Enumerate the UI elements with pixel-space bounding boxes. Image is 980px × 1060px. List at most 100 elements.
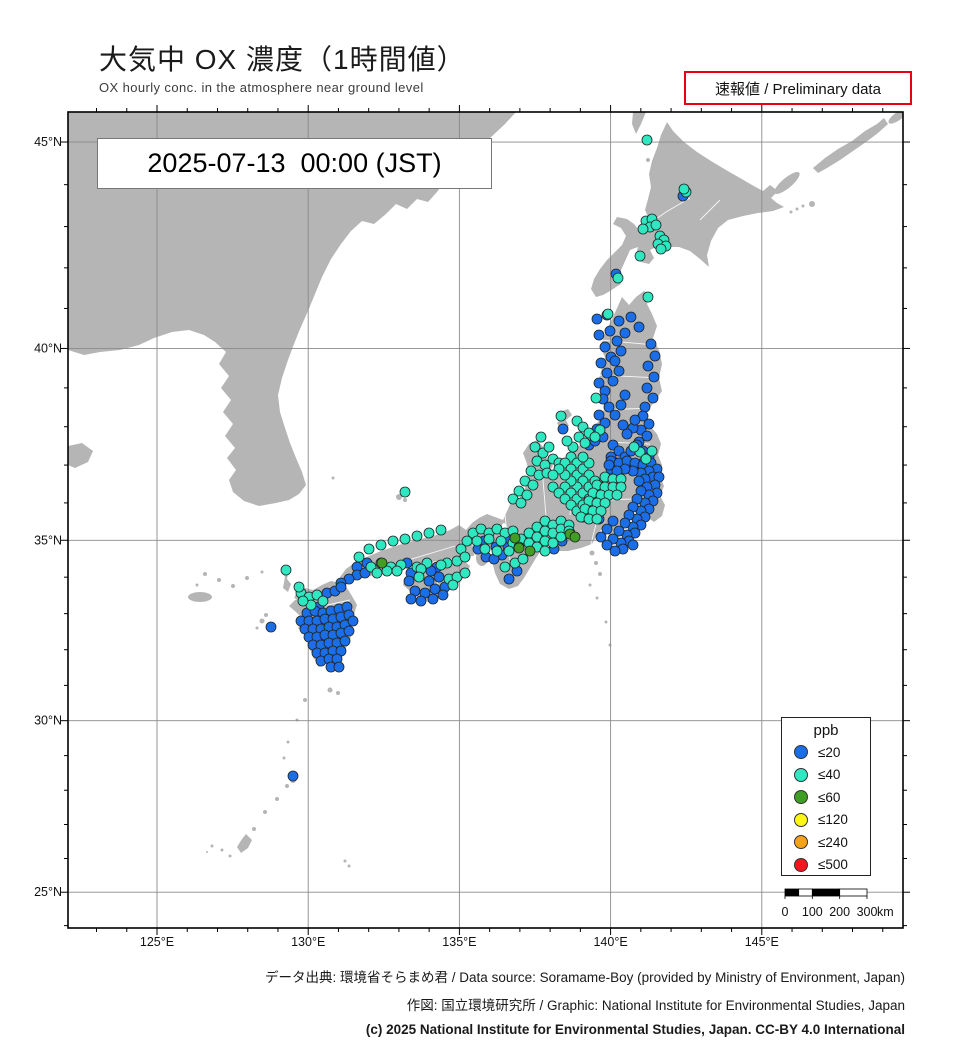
station-dot-le20: [265, 621, 277, 633]
station-dot-le20: [619, 517, 631, 529]
legend-item-label: ≤120: [818, 812, 848, 828]
station-dot-le40: [423, 527, 435, 539]
station-dot-le20: [601, 367, 613, 379]
station-dot-le40: [471, 535, 483, 547]
station-dot-le20: [603, 459, 615, 471]
station-dot-le40: [353, 551, 365, 563]
station-dot-le40: [602, 308, 614, 320]
legend-item-label: ≤500: [818, 857, 848, 873]
basemap-asia-mainland: [68, 112, 516, 506]
station-dot-le20: [593, 329, 605, 341]
station-dot-le40: [503, 545, 515, 557]
station-dot-le40: [371, 567, 383, 579]
station-dot-le20: [403, 575, 415, 587]
timestamp-box: 2025-07-13 00:00 (JST): [97, 138, 492, 189]
station-dot-le20: [415, 595, 427, 607]
station-dot-le60: [376, 557, 388, 569]
page-title: 大気中 OX 濃度（1時間値）: [99, 44, 466, 75]
legend-row: ≤60: [782, 786, 870, 809]
station-dots: [265, 134, 692, 782]
station-dot-le20: [607, 375, 619, 387]
station-dot-le20: [617, 419, 629, 431]
station-dot-le20: [629, 414, 641, 426]
station-dot-le40: [543, 441, 555, 453]
station-dot-le20: [647, 392, 659, 404]
station-dot-le40: [637, 223, 649, 235]
station-dot-le40: [459, 567, 471, 579]
legend-swatch-icon: [794, 835, 808, 850]
legend-item-label: ≤40: [818, 767, 841, 783]
station-dot-le40: [589, 431, 601, 443]
legend-swatch-icon: [794, 812, 808, 827]
station-dot-le20: [613, 525, 625, 537]
lon-label: 125°E: [140, 935, 174, 949]
basemap-jeju: [188, 592, 212, 602]
station-dot-le40: [634, 250, 646, 262]
station-dot-le40: [612, 272, 624, 284]
station-dot-le20: [615, 345, 627, 357]
basemap-sakhalin-tip: [632, 112, 646, 134]
station-dot-le20: [641, 430, 653, 442]
lat-label: 40°N: [34, 341, 62, 355]
station-dot-le40: [317, 595, 329, 607]
station-dot-le40: [387, 535, 399, 547]
station-dot-le20: [615, 399, 627, 411]
station-dot-le40: [611, 489, 623, 501]
station-dot-le20: [437, 589, 449, 601]
station-dot-le20: [343, 625, 355, 637]
station-dot-le40: [517, 553, 529, 565]
station-dot-le20: [613, 315, 625, 327]
scale-bar-label: 0: [782, 905, 789, 919]
scale-bar-segment: [839, 888, 868, 897]
station-dot-le20: [287, 770, 299, 782]
station-dot-le20: [593, 377, 605, 389]
station-dot-le40: [399, 533, 411, 545]
station-dot-le40: [628, 441, 640, 453]
station-dot-le20: [609, 355, 621, 367]
station-dot-le40: [678, 183, 690, 195]
station-dot-le40: [411, 530, 423, 542]
station-dot-le40: [590, 392, 602, 404]
station-dot-le20: [642, 360, 654, 372]
legend-row: ≤120: [782, 809, 870, 832]
station-dot-le20: [648, 371, 660, 383]
station-dot-le20: [633, 321, 645, 333]
station-dot-le20: [633, 475, 645, 487]
scale-bar-label: 200: [829, 905, 850, 919]
station-dot-le40: [642, 291, 654, 303]
station-dot-le20: [599, 341, 611, 353]
basemap-shandong: [68, 443, 93, 468]
station-dot-le40: [483, 533, 495, 545]
station-dot-le20: [427, 593, 439, 605]
station-dot-le20: [595, 531, 607, 543]
station-dot-le20: [609, 545, 621, 557]
axis-labels: 45°N 40°N 35°N 30°N 25°N 125°E 130°E 135°E 140°E…: [34, 135, 779, 949]
station-dot-le40: [561, 435, 573, 447]
station-dot-le20: [603, 401, 615, 413]
station-dot-le40: [641, 134, 653, 146]
station-dot-le20: [593, 409, 605, 421]
lon-label: 140°E: [593, 935, 627, 949]
station-dot-le40: [459, 551, 471, 563]
lat-label: 35°N: [34, 533, 62, 547]
footer-copyright: (c) 2025 National Institute for Environm…: [365, 1022, 905, 1037]
station-dot-le20: [609, 409, 621, 421]
station-dot-le40: [363, 543, 375, 555]
legend-swatch-icon: [794, 767, 808, 782]
station-dot-le20: [611, 335, 623, 347]
scale-bar-segment: [811, 888, 841, 897]
station-dot-le20: [503, 573, 515, 585]
page-subtitle: OX hourly conc. in the atmosphere near g…: [99, 80, 424, 95]
station-dot-le40: [280, 564, 292, 576]
legend-item-label: ≤240: [818, 834, 848, 850]
lon-label: 145°E: [745, 935, 779, 949]
station-dot-le40: [461, 535, 473, 547]
map-frame: [67, 111, 904, 929]
scale-bar-label: 300: [857, 905, 878, 919]
station-dot-le40: [650, 219, 662, 231]
station-dot-le40: [491, 545, 503, 557]
scale-bar-segment: [798, 888, 813, 897]
station-dot-le40: [646, 445, 658, 457]
